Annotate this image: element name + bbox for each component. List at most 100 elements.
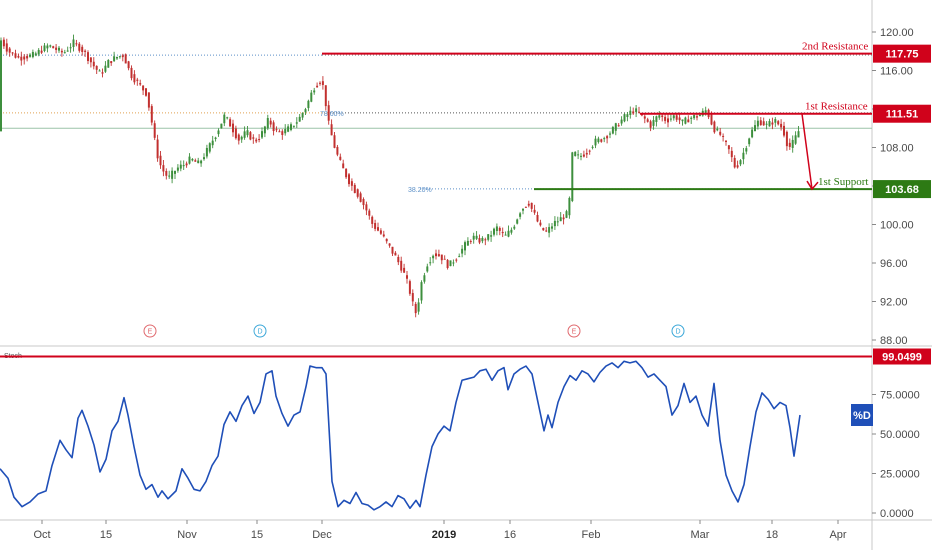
candle-body <box>261 131 263 138</box>
candle-body <box>69 47 72 49</box>
price-tick-label: 116.00 <box>880 66 913 78</box>
candle-body <box>214 137 217 139</box>
candle-body <box>513 226 516 229</box>
candle-body <box>258 138 261 140</box>
candle-body <box>629 110 632 115</box>
candle-body <box>435 253 437 257</box>
candle-body <box>780 123 783 128</box>
candle-body <box>87 52 89 61</box>
level-price-badge-text: 117.75 <box>885 49 918 61</box>
candle-body <box>348 174 350 185</box>
candle-body <box>426 266 429 272</box>
candle-body <box>698 114 701 117</box>
candle-body <box>52 46 55 49</box>
candle-body <box>379 230 382 234</box>
candle-body <box>49 45 52 47</box>
candle-body <box>736 165 739 168</box>
event-marker[interactable] <box>143 324 157 338</box>
candle-body <box>368 210 371 216</box>
candle-body <box>75 43 78 45</box>
candle-body <box>237 134 240 141</box>
projection-arrow-head <box>806 180 819 191</box>
candle-body <box>211 140 214 146</box>
candle-body <box>310 92 313 102</box>
candle-body <box>301 113 304 118</box>
candle-body <box>510 229 513 233</box>
candle-body <box>719 131 722 135</box>
candle-body <box>487 234 490 240</box>
candle-body <box>594 138 597 146</box>
candle-body <box>565 211 568 218</box>
candle-body <box>133 74 136 83</box>
candle-body <box>411 293 414 302</box>
candle-body <box>785 131 788 147</box>
candle-body <box>26 56 29 59</box>
candle-body <box>290 124 292 130</box>
candle-body <box>278 131 281 133</box>
candle-body <box>443 258 446 260</box>
candle-body <box>797 131 800 138</box>
candle-body <box>693 115 696 119</box>
candle-body <box>345 168 348 178</box>
candle-body <box>672 115 675 119</box>
candle-body <box>751 129 754 138</box>
series-badge <box>851 404 873 426</box>
candle-body <box>60 50 63 53</box>
candle-body <box>208 143 211 152</box>
candle-body <box>174 170 176 174</box>
candle-body <box>481 237 484 242</box>
candle-body <box>388 243 391 246</box>
candle-body <box>58 47 60 51</box>
candle-body <box>626 114 629 118</box>
candle-body <box>0 40 2 132</box>
candle-body <box>220 123 223 129</box>
candle-body <box>498 227 501 231</box>
candle-body <box>130 67 133 79</box>
candle-body <box>516 219 519 224</box>
candle-body <box>527 203 530 206</box>
candle-body <box>759 120 762 126</box>
candle-body <box>727 145 730 150</box>
candle-body <box>768 121 771 127</box>
event-marker[interactable] <box>671 324 685 338</box>
time-tick-label: 15 <box>251 529 263 541</box>
candle-body <box>722 135 725 137</box>
event-marker-label: D <box>675 329 680 336</box>
candle-body <box>774 119 777 123</box>
candle-body <box>37 49 40 55</box>
candle-body <box>66 50 69 52</box>
candle-body <box>530 202 533 209</box>
candle-body <box>548 227 551 233</box>
candle-body <box>307 100 310 109</box>
candle-body <box>461 248 464 254</box>
candle-body <box>29 54 31 57</box>
time-tick-label: Feb <box>582 529 601 541</box>
candle-body <box>542 227 545 231</box>
time-tick-label: 15 <box>100 529 112 541</box>
candle-body <box>493 228 495 235</box>
candle-body <box>292 125 295 127</box>
candle-body <box>739 160 742 165</box>
candle-body <box>437 254 440 257</box>
candle-body <box>574 151 577 157</box>
candle-body <box>571 152 574 201</box>
candle-body <box>762 121 765 126</box>
candle-body <box>406 275 408 279</box>
candle-body <box>113 56 116 62</box>
candle-body <box>577 154 580 156</box>
fib-level-label: 78.60% <box>320 111 344 118</box>
candle-body <box>295 122 298 124</box>
candle-body <box>632 111 635 114</box>
projection-arrow <box>801 113 813 190</box>
candle-body <box>336 146 339 155</box>
event-marker[interactable] <box>567 324 581 338</box>
candle-body <box>611 127 614 134</box>
candle-body <box>609 133 611 135</box>
candle-body <box>559 217 562 222</box>
event-marker[interactable] <box>253 324 267 338</box>
candle-body <box>600 139 603 142</box>
candle-body <box>765 123 768 125</box>
candle-body <box>8 48 11 53</box>
candle-body <box>713 121 716 133</box>
